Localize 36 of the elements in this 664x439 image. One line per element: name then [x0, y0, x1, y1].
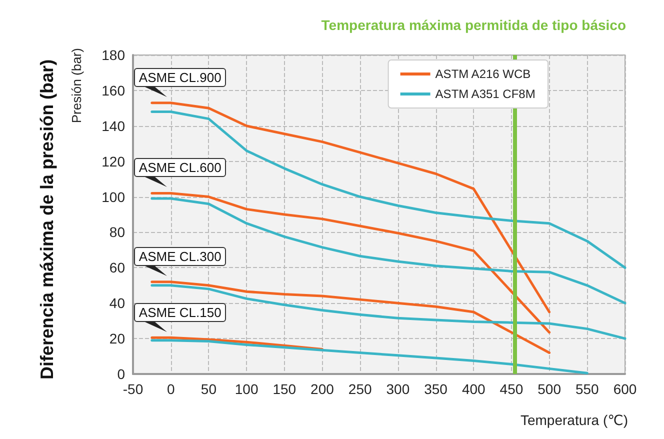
x-tick-label: 350: [424, 381, 448, 397]
legend-label: ASTM A351 CF8M: [435, 87, 536, 101]
annotation: ASME CL.300: [134, 246, 226, 266]
x-tick-label: 450: [500, 381, 524, 397]
ref-line-label: Temperatura máxima permitida de tipo básico: [321, 17, 626, 33]
x-tick-label: 150: [272, 381, 296, 397]
line-series: [150, 336, 324, 350]
line-series: [150, 339, 588, 374]
y-tick-label: 100: [102, 188, 126, 205]
annotation: ASME CL.150: [134, 302, 226, 322]
x-tick-label: 300: [386, 381, 410, 397]
annotation: ASME CL.600: [134, 158, 226, 178]
x-tick-label: 400: [462, 381, 486, 397]
x-axis-title: Temperatura (℃): [520, 412, 628, 428]
x-tick-label: 50: [200, 381, 217, 397]
x-tick-label: 250: [348, 381, 372, 397]
y-tick-label: 180: [102, 47, 126, 63]
y-tick-label: 160: [102, 82, 126, 98]
x-tick-label: -50: [122, 381, 144, 397]
x-tick-label: 0: [166, 381, 175, 397]
x-tick-label: 200: [310, 381, 334, 397]
x-tick-label: 600: [613, 381, 637, 397]
y-tick-label: 140: [102, 118, 126, 134]
y-tick-label: 0: [117, 366, 126, 382]
y-tick-label: 60: [109, 260, 126, 276]
y-tick-label: 80: [109, 224, 126, 240]
y-axis-title: Diferencia máxima de la presión (bar): [37, 59, 57, 380]
annotation: ASME CL.900: [134, 68, 226, 87]
x-tick-label: 100: [234, 381, 258, 397]
y-tick-label: 120: [102, 153, 126, 170]
x-tick-label: 550: [575, 381, 600, 397]
y-tick-label: 20: [109, 330, 126, 347]
x-tick-label: 500: [538, 381, 562, 397]
text: Presión (bar): [69, 48, 84, 124]
legend-label: ASTM A216 WCB: [435, 67, 531, 81]
y-tick-label: 40: [109, 295, 126, 312]
